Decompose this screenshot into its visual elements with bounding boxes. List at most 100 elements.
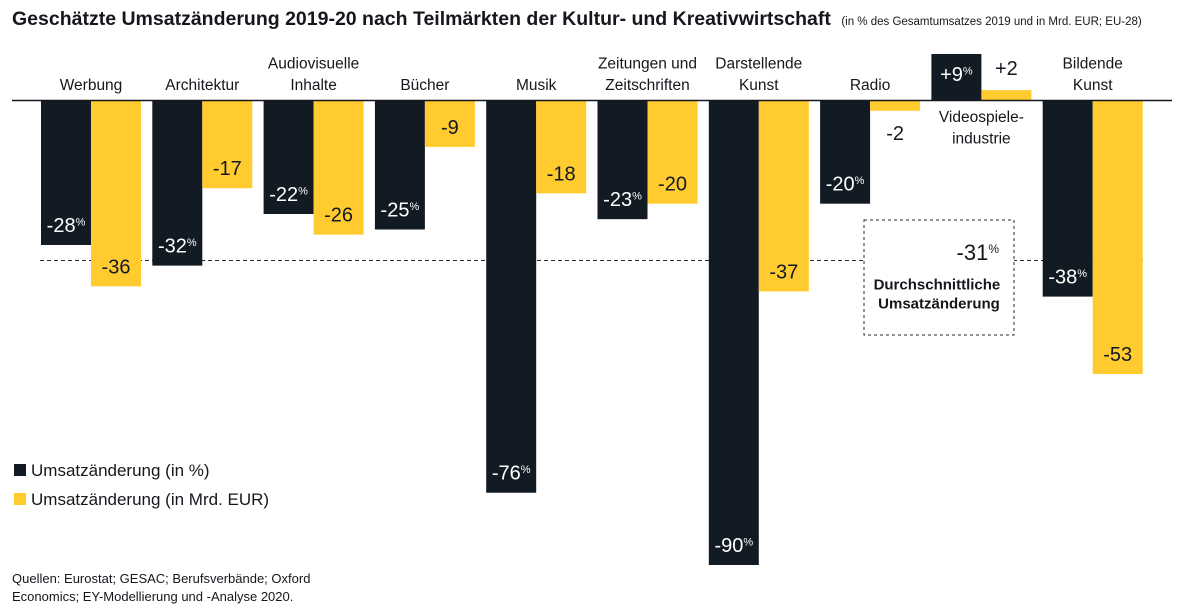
source-note-line: Economics; EY-Modellierung und -Analyse … (12, 589, 293, 604)
source-note-line: Quellen: Eurostat; GESAC; Berufsverbände… (12, 571, 310, 586)
category-label-line: Audiovisuelle (268, 55, 359, 72)
category-label-line: Bildende (1063, 55, 1123, 72)
value-number: -28 (47, 215, 76, 237)
average-box (863, 219, 1015, 336)
value-number: -26 (324, 205, 353, 227)
average-annotation: -31% Durchschnittliche Umsatzänderung (863, 219, 1015, 336)
bar-eur-2 (313, 100, 364, 235)
bars-layer (41, 54, 1143, 566)
value-number: -36 (102, 256, 131, 278)
eur-value-label-0: -36 (102, 256, 131, 278)
unit-suffix: % (76, 216, 86, 228)
average-value-label: -31% (957, 240, 1000, 265)
legend-label-eur: Umsatzänderung (in Mrd. EUR) (31, 490, 269, 509)
eur-value-label-6: -37 (769, 261, 798, 283)
value-number: +2 (995, 58, 1018, 80)
category-label-1: Architektur (165, 77, 239, 94)
bar-pct-1 (152, 100, 203, 266)
category-label-line: Bücher (400, 77, 449, 94)
legend-swatch-percent (14, 464, 26, 476)
bar-pct-3 (374, 100, 425, 230)
category-label-9: Bildende Kunst (1063, 55, 1123, 94)
unit-suffix: % (187, 237, 197, 249)
category-label-line: Musik (516, 77, 557, 94)
category-label-line: Inhalte (290, 77, 337, 94)
value-labels-layer: -28%-36-32%-17-22%-26 -25%-9-76%-18-23%-2… (47, 58, 1132, 557)
eur-value-label-3: -9 (441, 117, 459, 139)
value-number: -9 (441, 117, 459, 139)
category-label-4: Musik (516, 77, 557, 94)
average-value-number: -31 (957, 240, 989, 265)
category-label-line: Architektur (165, 77, 239, 94)
category-label-line: Zeitschriften (605, 77, 689, 94)
unit-suffix: % (521, 464, 531, 476)
bar-pct-9 (1042, 100, 1093, 297)
value-number: -90 (714, 535, 743, 557)
pct-value-label-1: -32% (158, 236, 197, 258)
legend: Umsatzänderung (in %) Umsatzänderung (in… (14, 461, 269, 509)
category-label-5: Zeitungen und Zeitschriften (598, 55, 697, 94)
average-unit-suffix: % (988, 242, 999, 256)
eur-value-label-7: -2 (886, 123, 904, 145)
chart-subtitle: (in % des Gesamtumsatzes 2019 und in Mrd… (841, 16, 1142, 28)
bar-pct-6 (708, 100, 759, 566)
category-label-6: Darstellende Kunst (715, 55, 802, 94)
category-labels-layer: Werbung Architektur Audiovisuelle Inhalte Bü… (60, 55, 1123, 147)
category-label-8: Videospiele-industrie (939, 109, 1024, 148)
category-label-line: Werbung (60, 77, 123, 94)
average-description: Durchschnittliche Umsatzänderung (874, 277, 1005, 313)
value-number: -32 (158, 236, 187, 258)
eur-value-label-2: -26 (324, 205, 353, 227)
pct-value-label-0: -28% (47, 215, 86, 237)
average-description-line: Durchschnittliche (874, 277, 1001, 294)
bar-pct-2 (263, 100, 314, 215)
category-label-line: Radio (850, 77, 891, 94)
category-label-3: Bücher (400, 77, 449, 94)
category-label-7: Radio (850, 77, 891, 94)
category-label-line: Kunst (739, 77, 779, 94)
value-number: -53 (1103, 344, 1132, 366)
unit-suffix: % (409, 201, 419, 213)
value-number: -23 (603, 189, 632, 211)
pct-value-label-6: -90% (714, 535, 753, 557)
pct-value-label-3: -25% (381, 199, 420, 221)
category-label-line: Kunst (1073, 77, 1113, 94)
bar-eur-7 (870, 100, 921, 111)
unit-suffix: % (1077, 268, 1087, 280)
pct-value-label-7: -20% (826, 174, 865, 196)
category-label-line: Darstellende (715, 55, 802, 72)
value-number: -76 (492, 463, 521, 485)
unit-suffix: % (963, 66, 973, 78)
value-number: -22 (269, 184, 298, 206)
pct-value-label-9: -38% (1048, 267, 1087, 289)
value-number: -17 (213, 158, 242, 180)
eur-value-label-8: +2 (995, 58, 1018, 80)
bar-pct-7 (820, 100, 871, 204)
unit-suffix: % (298, 186, 308, 198)
source-note: Quellen: Eurostat; GESAC; Berufsverbände… (12, 571, 314, 604)
bar-eur-6 (758, 100, 809, 292)
bar-pct-8 (931, 54, 982, 101)
chart-title: Geschätzte Umsatzänderung 2019-20 nach T… (12, 8, 831, 30)
pct-value-label-8: +9% (940, 64, 973, 86)
bar-eur-1 (202, 100, 253, 189)
eur-value-label-4: -18 (547, 163, 576, 185)
eur-value-label-5: -20 (658, 174, 687, 196)
average-description-line: Umsatzänderung (878, 296, 1000, 313)
bar-eur-0 (91, 100, 141, 287)
pct-value-label-4: -76% (492, 463, 531, 485)
category-label-2: Audiovisuelle Inhalte (268, 55, 359, 94)
bar-pct-5 (597, 100, 648, 220)
category-label-line: Videospiele- (939, 109, 1024, 126)
bar-eur-5 (647, 100, 698, 204)
legend-label-percent: Umsatzänderung (in %) (31, 461, 210, 480)
chart-heading: Geschätzte Umsatzänderung 2019-20 nach T… (12, 8, 1142, 30)
unit-suffix: % (855, 175, 865, 187)
bar-eur-3 (424, 100, 475, 147)
bar-eur-9 (1092, 100, 1143, 375)
value-number: -25 (381, 199, 410, 221)
category-label-0: Werbung (60, 77, 123, 94)
value-number: -20 (826, 174, 855, 196)
